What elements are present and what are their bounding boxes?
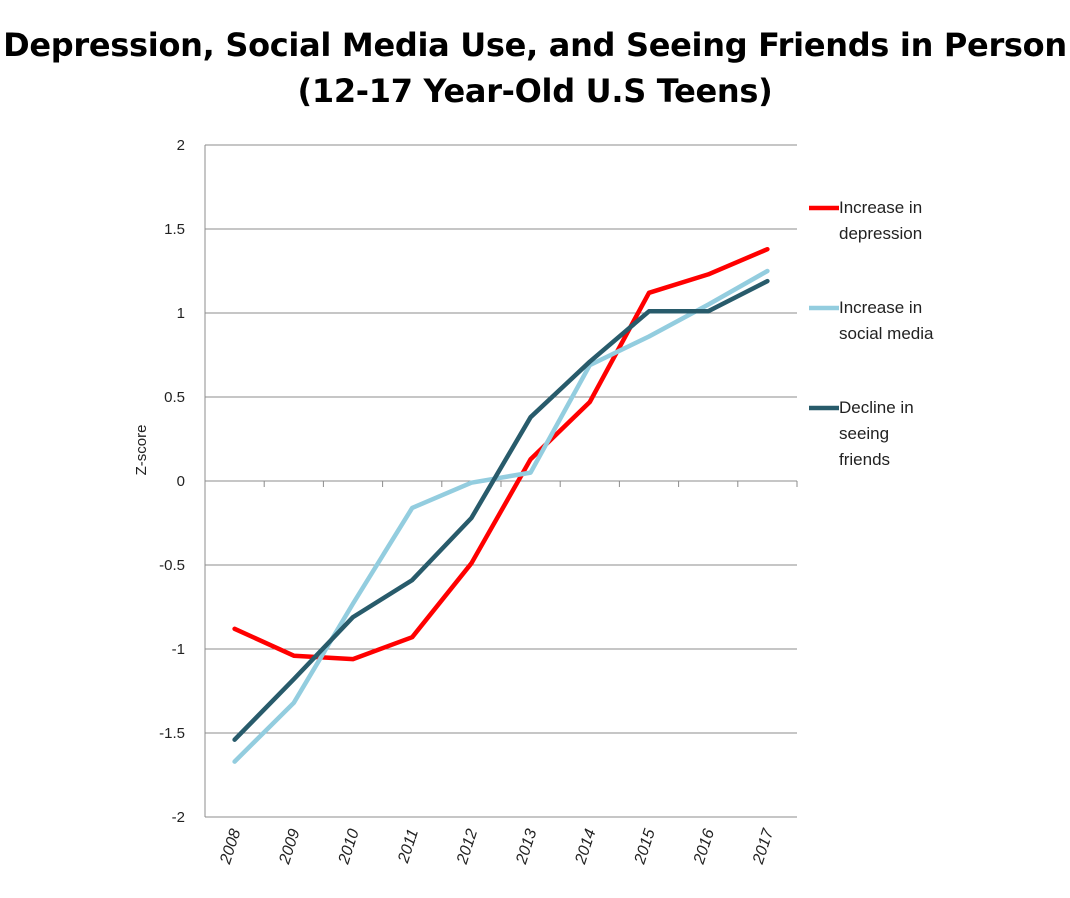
legend-label: Increase in xyxy=(839,198,922,217)
series-line-3 xyxy=(232,278,770,742)
x-tick-label: 2014 xyxy=(572,827,600,867)
legend-label: Increase in xyxy=(839,298,922,317)
y-axis-label: Z-score xyxy=(133,425,150,476)
x-tick-label: 2010 xyxy=(335,827,363,867)
series-line-2 xyxy=(232,268,770,764)
x-tick-label: 2011 xyxy=(395,827,422,866)
y-tick-label: 0.5 xyxy=(164,389,185,406)
y-tick-label: 1 xyxy=(177,305,185,322)
axes xyxy=(204,145,798,817)
y-tick-label: 0 xyxy=(177,473,185,490)
series-lines xyxy=(232,246,770,764)
legend-label: social media xyxy=(839,324,934,343)
x-tick-label: 2016 xyxy=(691,827,719,867)
gridlines xyxy=(205,144,797,818)
chart-title: Depression, Social Media Use, and Seeing… xyxy=(0,22,1070,114)
legend-label: depression xyxy=(839,224,922,243)
x-tick-labels: 2008 2009 2010 2011 2012 2013 2014 2015 2016 2017 xyxy=(217,826,778,867)
legend: Increase in depression Increase in social m… xyxy=(809,198,934,469)
legend-label: friends xyxy=(839,450,890,469)
legend-label: Decline in xyxy=(839,398,914,417)
y-tick-labels: 2 1.5 1 0.5 0 -0.5 -1 -1.5 -2 xyxy=(159,137,185,826)
title-line-2: (12-17 Year-Old U.S Teens) xyxy=(297,72,773,110)
title-line-1: Depression, Social Media Use, and Seeing… xyxy=(3,26,1067,64)
x-tick-label: 2009 xyxy=(276,827,304,867)
y-tick-label: -2 xyxy=(172,809,185,826)
x-tick-label: 2012 xyxy=(454,827,482,867)
y-tick-label: -1 xyxy=(172,641,185,658)
x-tick-label: 2008 xyxy=(217,827,245,867)
x-tick-label: 2015 xyxy=(631,827,659,867)
y-tick-label: 1.5 xyxy=(164,221,185,238)
legend-label: seeing xyxy=(839,424,889,443)
x-tick-label: 2017 xyxy=(750,826,778,867)
y-tick-label: 2 xyxy=(177,137,185,154)
y-tick-label: -1.5 xyxy=(159,725,185,742)
y-tick-label: -0.5 xyxy=(159,557,185,574)
x-tick-label: 2013 xyxy=(513,827,541,867)
